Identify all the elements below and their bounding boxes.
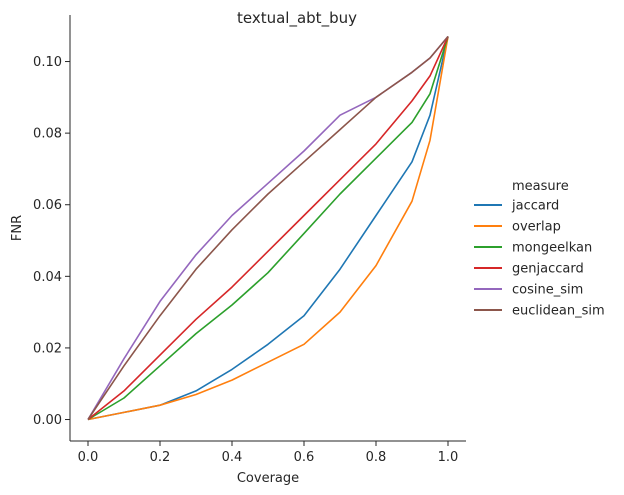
- legend-label-overlap: overlap: [512, 220, 561, 235]
- chart-title: textual_abt_buy: [237, 9, 357, 28]
- y-tick-label: 0.02: [33, 341, 62, 356]
- series-line-genjaccard: [87, 36, 449, 421]
- y-tick-label: 0.00: [33, 413, 62, 428]
- legend: measure jaccard overlap mongeelkan genjacca…: [474, 179, 605, 319]
- series-line-overlap: [87, 36, 449, 421]
- y-tick-label: 0.10: [33, 55, 62, 70]
- x-tick-label: 0.0: [78, 450, 99, 465]
- x-tick-label: 0.6: [294, 450, 315, 465]
- x-ticks: 0.0 0.2 0.4 0.6 0.8 1.0: [78, 441, 459, 465]
- y-tick-label: 0.08: [33, 127, 62, 142]
- y-ticks: 0.00 0.02 0.04 0.06 0.08 0.10: [33, 55, 70, 428]
- legend-label-euclidean_sim: euclidean_sim: [512, 304, 605, 319]
- legend-label-genjaccard: genjaccard: [512, 262, 584, 277]
- legend-label-jaccard: jaccard: [511, 199, 559, 214]
- x-tick-label: 0.2: [150, 450, 171, 465]
- series-line-euclidean_sim: [87, 35, 449, 420]
- x-axis-label: Coverage: [237, 471, 299, 486]
- y-tick-label: 0.04: [33, 270, 62, 285]
- y-axis-label: FNR: [10, 215, 25, 241]
- series-line-mongeelkan: [87, 36, 449, 421]
- x-tick-label: 1.0: [438, 450, 459, 465]
- legend-label-mongeelkan: mongeelkan: [512, 241, 592, 256]
- x-tick-label: 0.8: [366, 450, 387, 465]
- x-tick-label: 0.4: [222, 450, 243, 465]
- plot-area: [87, 35, 449, 421]
- y-tick-label: 0.06: [33, 198, 62, 213]
- legend-title: measure: [512, 179, 569, 194]
- legend-label-cosine_sim: cosine_sim: [512, 283, 583, 298]
